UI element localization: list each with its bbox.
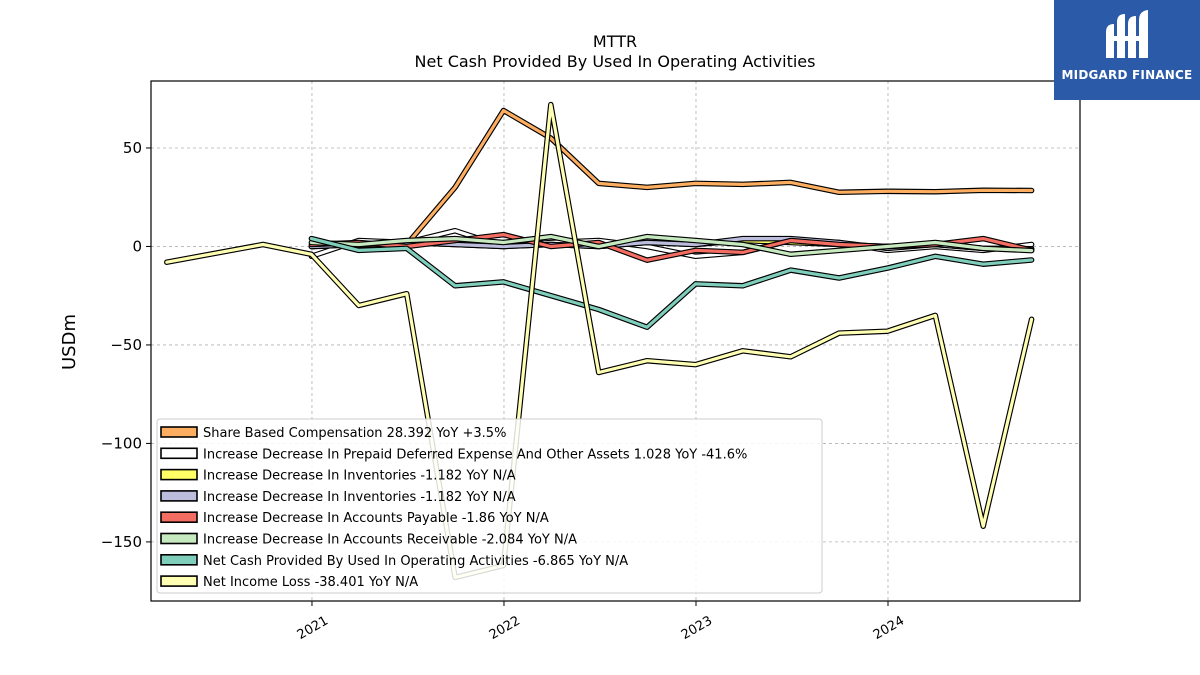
legend-swatch [160,468,198,481]
legend-label: Increase Decrease In Prepaid Deferred Ex… [203,447,747,462]
legend-label: Increase Decrease In Inventories -1.182 … [203,469,516,484]
y-tick-label: −50 [110,336,142,354]
series-line [309,235,1034,256]
legend-swatch [160,553,198,566]
legend-swatch [160,426,198,438]
chart-subtitle: Net Cash Provided By Used In Operating A… [415,52,816,71]
series-0 [308,107,1035,250]
legend-swatch [160,532,198,545]
midgard-logo-icon [1106,10,1148,58]
midgard-finance-logo: MIDGARD FINANCE [1054,0,1200,100]
series-5 [308,233,1035,258]
series-line [309,108,1034,249]
chart-title: MTTR [593,32,637,51]
y-tick-label: −150 [101,533,142,551]
legend-label: Share Based Compensation 28.392 YoY +3.5… [203,426,506,441]
legend-swatch [160,447,198,460]
series-7 [164,101,1035,581]
legend-swatch [160,490,198,502]
legend-label: Net Cash Provided By Used In Operating A… [203,554,628,569]
plot-frame [150,80,1081,602]
legend-swatch [160,575,198,587]
y-tick-label: 50 [123,139,142,157]
legend: Share Based Compensation 28.392 YoY +3.5… [156,418,823,594]
logo-brand-text: MIDGARD FINANCE [1061,68,1193,82]
series-lines [164,101,1035,581]
legend-label: Increase Decrease In Accounts Payable -1… [203,511,549,526]
legend-box [156,418,823,594]
legend-label: Increase Decrease In Inventories -1.182 … [203,490,516,505]
series-6 [308,235,1035,330]
series-line [309,237,1034,329]
series-line [165,102,1034,580]
legend-label: Net Income Loss -38.401 YoY N/A [203,575,418,590]
y-axis-label: USDm [59,314,80,370]
y-tick-label: 0 [132,237,142,255]
legend-label: Increase Decrease In Accounts Receivable… [203,533,577,548]
legend-swatch [160,511,198,524]
y-tick-label: −100 [101,434,142,452]
